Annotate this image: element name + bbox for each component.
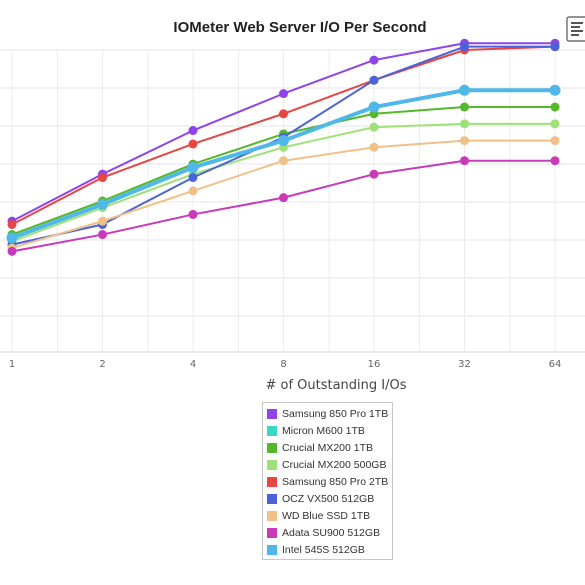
x-axis-label: # of Outstanding I/Os <box>265 378 406 393</box>
data-point[interactable] <box>98 216 107 226</box>
legend-label: Adata SU900 512GB <box>282 526 381 539</box>
legend-item[interactable]: Crucial MX200 500GB <box>267 456 392 473</box>
legend-label: OCZ VX500 512GB <box>282 492 375 505</box>
data-point[interactable] <box>369 55 379 65</box>
data-point[interactable] <box>279 193 288 203</box>
data-point[interactable] <box>459 84 470 96</box>
legend-swatch <box>267 442 277 453</box>
legend-item[interactable]: Crucial MX200 1TB <box>267 439 392 456</box>
x-tick-label: 16 <box>368 359 381 370</box>
x-tick-label: 2 <box>99 359 105 370</box>
legend-swatch <box>267 459 277 470</box>
x-axis-ticks: 1 2 4 8 16 32 64 <box>9 359 562 370</box>
data-point[interactable] <box>188 126 198 136</box>
legend-label: Micron M600 1TB <box>282 424 365 437</box>
data-point[interactable] <box>98 230 107 240</box>
data-point[interactable] <box>279 156 288 166</box>
data-point[interactable] <box>369 169 379 179</box>
legend-item[interactable]: Samsung 850 Pro 2TB <box>267 473 392 490</box>
data-point[interactable] <box>460 119 469 129</box>
data-point[interactable] <box>188 139 198 149</box>
legend-item[interactable]: Adata SU900 512GB <box>267 524 392 541</box>
series-intel-545s-512gb <box>6 84 561 244</box>
data-point[interactable] <box>7 219 17 229</box>
legend-swatch <box>267 510 277 521</box>
legend: Samsung 850 Pro 1TB Micron M600 1TB Crucia… <box>262 402 393 560</box>
x-tick-label: 64 <box>549 359 562 370</box>
legend-label: Samsung 850 Pro 2TB <box>282 475 389 488</box>
legend-item[interactable]: WD Blue SSD 1TB <box>267 507 392 524</box>
data-point[interactable] <box>369 122 379 132</box>
data-point[interactable] <box>97 198 108 210</box>
data-point[interactable] <box>460 136 469 146</box>
data-point[interactable] <box>460 156 469 166</box>
series-adata-su900-512gb <box>7 156 560 256</box>
x-tick-label: 8 <box>280 359 286 370</box>
legend-label: Crucial MX200 1TB <box>282 441 374 454</box>
data-point[interactable] <box>550 136 560 146</box>
data-point[interactable] <box>278 135 289 147</box>
legend-swatch <box>267 544 277 555</box>
logo-icon <box>566 16 585 42</box>
x-tick-label: 4 <box>190 359 196 370</box>
data-point[interactable] <box>188 186 198 196</box>
data-point[interactable] <box>187 161 199 173</box>
data-point[interactable] <box>6 232 18 244</box>
legend-item[interactable]: Micron M600 1TB <box>267 422 392 439</box>
data-point[interactable] <box>549 84 561 96</box>
data-point[interactable] <box>7 246 17 256</box>
data-point[interactable] <box>460 102 469 112</box>
legend-swatch <box>267 527 277 538</box>
data-point[interactable] <box>188 173 198 183</box>
legend-label: Intel 545S 512GB <box>282 543 365 556</box>
grid <box>0 49 585 353</box>
data-point[interactable] <box>369 142 379 152</box>
data-point[interactable] <box>98 173 107 183</box>
data-point[interactable] <box>550 42 560 52</box>
series-layer <box>6 38 561 256</box>
legend-swatch <box>267 408 277 419</box>
x-tick-label: 32 <box>458 359 471 370</box>
legend-item[interactable]: OCZ VX500 512GB <box>267 490 392 507</box>
data-point[interactable] <box>550 102 560 112</box>
x-tick-label: 1 <box>9 359 15 370</box>
chart-title: IOMeter Web Server I/O Per Second <box>173 19 426 36</box>
data-point[interactable] <box>369 75 379 85</box>
data-point[interactable] <box>279 109 288 119</box>
legend-label: Crucial MX200 500GB <box>282 458 387 471</box>
legend-swatch <box>267 476 277 487</box>
legend-swatch <box>267 425 277 436</box>
data-point[interactable] <box>550 119 560 129</box>
legend-label: Samsung 850 Pro 1TB <box>282 407 389 420</box>
data-point[interactable] <box>279 89 288 99</box>
legend-item[interactable]: Intel 545S 512GB <box>267 541 392 558</box>
data-point[interactable] <box>368 101 380 113</box>
data-point[interactable] <box>550 156 560 166</box>
data-point[interactable] <box>188 209 198 219</box>
legend-label: WD Blue SSD 1TB <box>282 509 371 522</box>
legend-item[interactable]: Samsung 850 Pro 1TB <box>267 405 392 422</box>
data-point[interactable] <box>460 42 469 52</box>
legend-swatch <box>267 493 277 504</box>
